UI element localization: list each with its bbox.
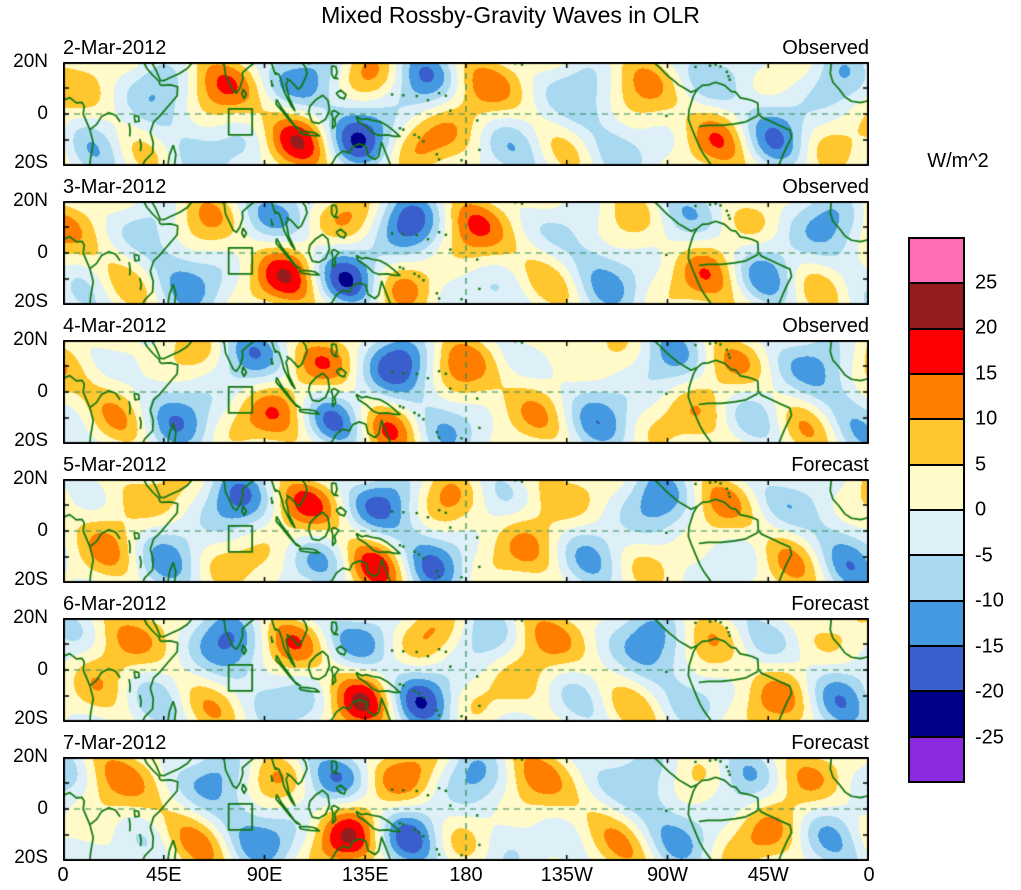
y-tick-0: 0: [37, 798, 48, 819]
colorbar-tick-label: -5: [975, 544, 993, 566]
y-tick-20n: 20N: [13, 51, 48, 72]
panel-date: 2-Mar-2012: [63, 37, 167, 59]
colorbar-box: [910, 239, 963, 283]
y-tick-0: 0: [37, 520, 48, 541]
panel-header: 4-Mar-2012 Observed: [63, 314, 869, 338]
colorbar-tick-label: 15: [975, 362, 998, 384]
x-tick-90e: 90E: [246, 864, 283, 886]
colorbar-tick-label: 25: [975, 271, 998, 293]
map-canvas: [63, 201, 869, 305]
colorbar-box: [910, 372, 963, 419]
panel-source-label: Observed: [782, 176, 869, 198]
panel-date: 6-Mar-2012: [63, 593, 167, 615]
y-tick-20n: 20N: [13, 746, 48, 767]
colorbar-tick-label: -10: [975, 589, 1004, 612]
map-canvas: [63, 479, 869, 583]
colorbar-box: [910, 418, 963, 464]
panel-3: 4-Mar-2012 Observed 20N 0 20S: [0, 314, 1021, 453]
colorbar-tick-labels: 25 20 15 10 5 0 -5 -10 -15 -20 -25: [975, 237, 1020, 783]
y-tick-20n: 20N: [13, 607, 48, 628]
x-tick-45w: 45W: [747, 864, 789, 886]
colorbar-box: [910, 690, 963, 736]
colorbar: [908, 237, 965, 783]
panel-header: 6-Mar-2012 Forecast: [63, 592, 869, 616]
y-tick-20n: 20N: [13, 190, 48, 211]
colorbar-tick-label: -15: [975, 635, 1004, 657]
x-tick-0b: 0: [863, 864, 875, 886]
panel-source-label: Forecast: [791, 593, 869, 615]
colorbar-box: [910, 554, 963, 600]
colorbar-tick-label: 20: [975, 316, 998, 339]
y-tick-0: 0: [37, 381, 48, 402]
colorbar-box: [910, 508, 963, 555]
x-tick-0a: 0: [57, 864, 69, 886]
x-tick-135w: 135W: [540, 864, 593, 886]
colorbar-units-label: W/m^2: [927, 150, 989, 172]
y-tick-20s: 20S: [14, 847, 48, 868]
colorbar-box: [910, 735, 963, 781]
figure-title: Mixed Rossby-Gravity Waves in OLR: [321, 2, 700, 28]
y-tick-20s: 20S: [14, 152, 48, 173]
x-tick-45e: 45E: [145, 864, 182, 886]
y-tick-20s: 20S: [14, 569, 48, 590]
colorbar-tick-label: -25: [975, 726, 1004, 748]
map-canvas: [63, 340, 869, 444]
panel-5: 6-Mar-2012 Forecast 20N 0 20S: [0, 592, 1021, 731]
x-tick-135e: 135E: [341, 864, 389, 886]
colorbar-tick-label: 0: [975, 498, 987, 521]
y-tick-0: 0: [37, 242, 48, 263]
map-canvas: [63, 62, 869, 166]
panel-date: 3-Mar-2012: [63, 176, 167, 198]
colorbar-box: [910, 599, 963, 645]
panel-header: 2-Mar-2012 Observed: [63, 36, 869, 60]
colorbar-tick-label: 10: [975, 407, 998, 430]
panel-header: 5-Mar-2012 Forecast: [63, 453, 869, 477]
panel-1: 2-Mar-2012 Observed 20N 0 20S: [0, 36, 1021, 175]
x-tick-180: 180: [449, 864, 483, 886]
colorbar-box: [910, 644, 963, 691]
panel-source-label: Observed: [782, 37, 869, 59]
panel-header: 7-Mar-2012 Forecast: [63, 731, 869, 755]
colorbar-box: [910, 463, 963, 509]
x-axis: 0 45E 90E 135E 180 135W 90W 45W 0: [57, 862, 874, 888]
map-canvas: [63, 618, 869, 722]
x-tick-90w: 90W: [646, 864, 689, 886]
panel-date: 5-Mar-2012: [63, 454, 167, 476]
panel-date: 7-Mar-2012: [63, 732, 167, 754]
y-tick-0: 0: [37, 103, 48, 124]
y-tick-20s: 20S: [14, 291, 48, 312]
y-tick-20n: 20N: [13, 329, 48, 350]
y-tick-20s: 20S: [14, 708, 48, 729]
colorbar-tick-label: 5: [975, 453, 987, 475]
panel-6: 7-Mar-2012 Forecast 20N 0 20S: [0, 731, 1021, 870]
y-tick-0: 0: [37, 659, 48, 680]
panel-2: 3-Mar-2012 Observed 20N 0 20S: [0, 175, 1021, 314]
panel-source-label: Forecast: [791, 454, 869, 476]
y-tick-20n: 20N: [13, 468, 48, 489]
y-tick-20s: 20S: [14, 430, 48, 451]
colorbar-box: [910, 282, 963, 328]
panel-header: 3-Mar-2012 Observed: [63, 175, 869, 199]
colorbar-tick-label: -20: [975, 680, 1004, 703]
colorbar-box: [910, 327, 963, 373]
panel-source-label: Forecast: [791, 732, 869, 754]
map-canvas: [63, 757, 869, 861]
panel-date: 4-Mar-2012: [63, 315, 167, 337]
panel-4: 5-Mar-2012 Forecast 20N 0 20S: [0, 453, 1021, 592]
panel-source-label: Observed: [782, 315, 869, 337]
